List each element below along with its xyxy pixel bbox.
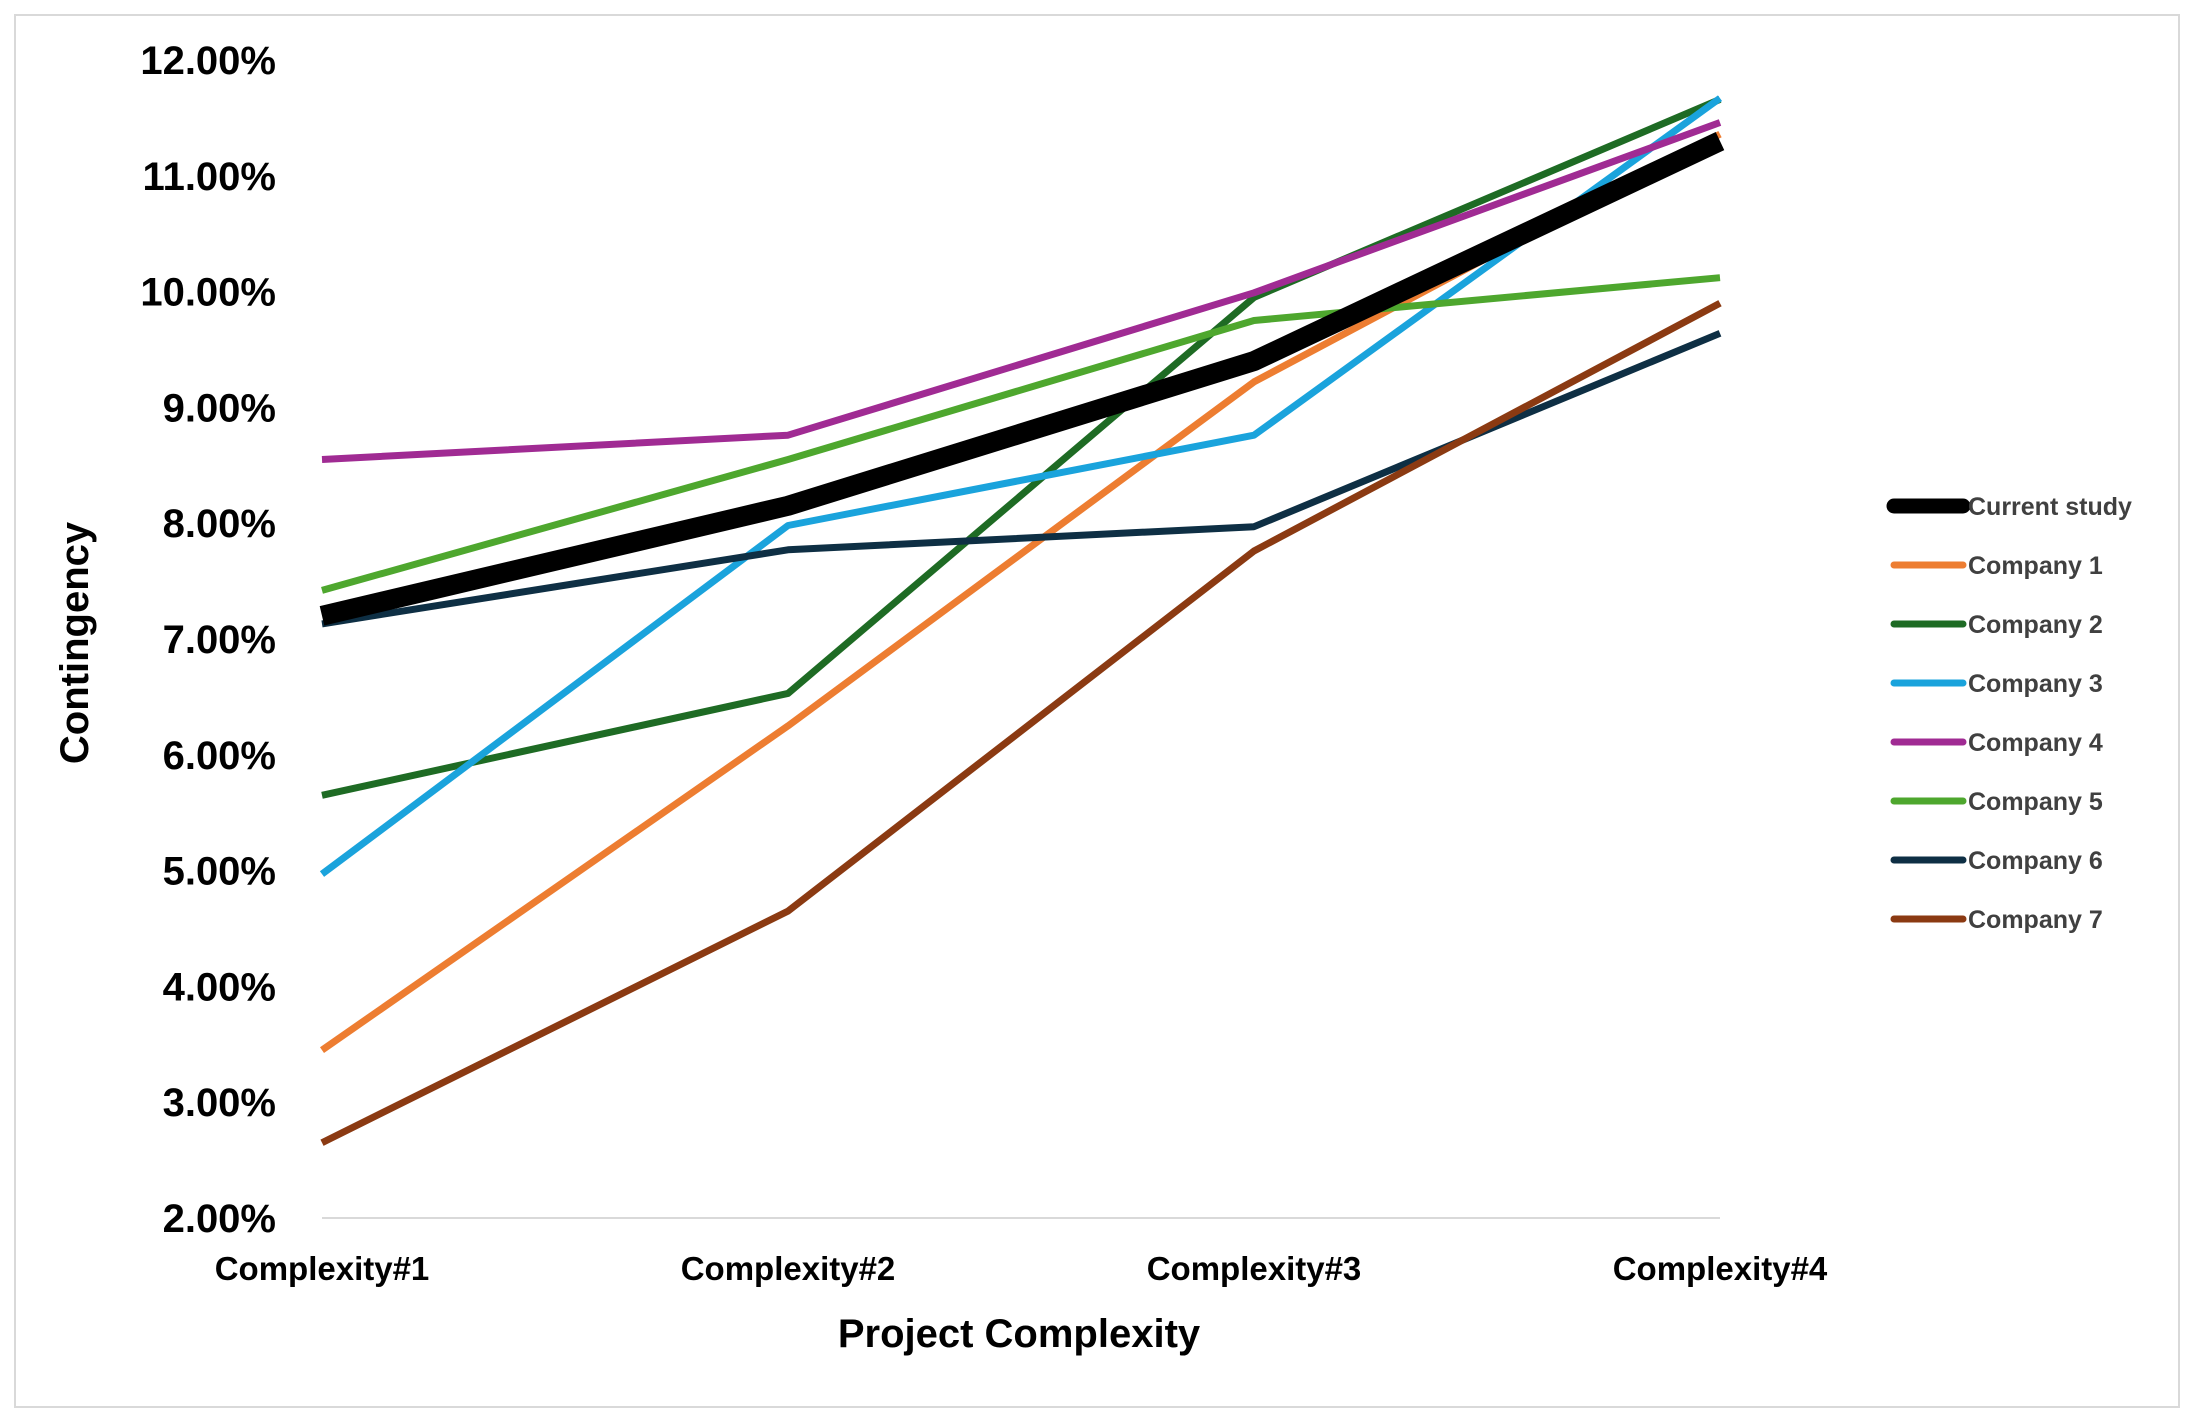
y-tick-label: 7.00% xyxy=(163,618,276,662)
series-line-current-study xyxy=(319,132,1725,626)
series-line-company-4 xyxy=(321,119,1722,463)
x-axis-title: Project Complexity xyxy=(838,1312,1201,1356)
x-tick-label: Complexity#1 xyxy=(215,1250,430,1287)
x-axis-ticks: Complexity#1 Complexity#2 Complexity#3 Comp… xyxy=(215,1250,1828,1287)
y-tick-label: 12.00% xyxy=(140,39,276,83)
y-axis-ticks: 2.00% 3.00% 4.00% 5.00% 6.00% 7.00% 8.00% 9.00%… xyxy=(140,39,276,1241)
legend-label-company-3: Company 3 xyxy=(1968,670,2103,698)
series-lines xyxy=(319,95,1725,1146)
legend-label-company-4: Company 4 xyxy=(1968,729,2103,757)
x-tick-label: Complexity#3 xyxy=(1147,1250,1362,1287)
y-tick-label: 9.00% xyxy=(163,386,276,430)
series-line-company-7 xyxy=(320,300,1722,1146)
x-tick-label: Complexity#4 xyxy=(1613,1250,1828,1287)
series-line-company-5 xyxy=(321,274,1721,594)
y-tick-label: 4.00% xyxy=(163,965,276,1009)
chart-frame xyxy=(14,14,2180,1408)
y-tick-label: 6.00% xyxy=(163,734,276,778)
y-tick-label: 11.00% xyxy=(143,155,276,199)
y-tick-label: 2.00% xyxy=(163,1197,276,1241)
x-tick-label: Complexity#2 xyxy=(681,1250,896,1287)
legend-label-company-2: Company 2 xyxy=(1968,611,2103,639)
legend-label-company-5: Company 5 xyxy=(1968,788,2103,816)
y-tick-label: 5.00% xyxy=(163,850,276,894)
series-line-company-3 xyxy=(319,95,1723,877)
legend-label-company-7: Company 7 xyxy=(1968,906,2103,934)
series-line-company-2 xyxy=(321,96,1722,799)
legend-label-company-1: Company 1 xyxy=(1968,552,2103,580)
legend: Current study Company 1 Company 2 Company 3… xyxy=(1886,493,2132,934)
y-tick-label: 8.00% xyxy=(163,502,276,546)
y-tick-label: 10.00% xyxy=(140,271,276,315)
y-axis-title: Contingency xyxy=(53,521,97,764)
y-tick-label: 3.00% xyxy=(163,1081,276,1125)
legend-label-current-study: Current study xyxy=(1968,493,2132,521)
legend-label-company-6: Company 6 xyxy=(1968,847,2103,875)
